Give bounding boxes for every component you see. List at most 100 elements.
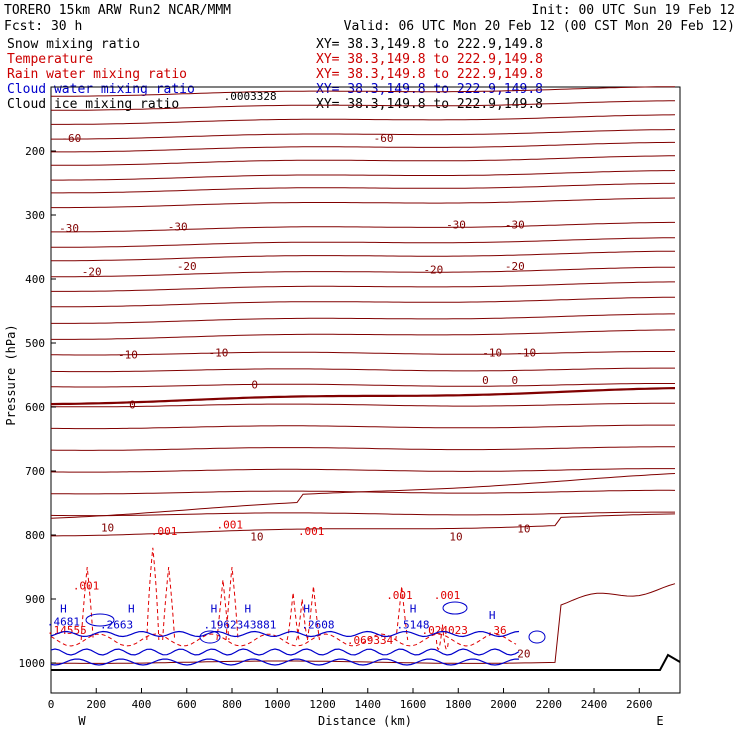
x-tick-label: 0 xyxy=(48,698,55,711)
isotherm-line xyxy=(51,170,676,181)
isotherm-label: 10 xyxy=(101,521,114,534)
cloud-water-label: H xyxy=(211,603,218,616)
rain-label: .001 xyxy=(434,589,461,602)
isotherm-label: -60 xyxy=(61,132,81,145)
legend-field-name: Temperature xyxy=(7,52,93,67)
x-tick-label: 400 xyxy=(132,698,152,711)
isotherm-label: -10 xyxy=(118,349,138,362)
isotherm-line xyxy=(51,141,675,153)
x-tick-label: 2000 xyxy=(490,698,517,711)
west-end-label: W xyxy=(78,714,86,728)
rain-contour xyxy=(306,586,320,641)
legend-field-domain: XY= 38.3,149.8 to 222.9,149.8 xyxy=(316,97,543,112)
east-end-label: E xyxy=(656,714,663,728)
legend-field-name: Cloud water mixing ratio xyxy=(7,82,195,97)
x-tick-label: 1400 xyxy=(355,698,382,711)
y-tick-label: 400 xyxy=(25,273,45,286)
rain-contour xyxy=(146,547,160,641)
rain-label: .001 xyxy=(298,525,325,538)
x-axis-title: Distance (km) xyxy=(318,714,412,728)
isotherm-line xyxy=(50,446,675,451)
cloud-water-contour xyxy=(50,630,520,638)
cloud-water-label: .5148 xyxy=(396,619,429,632)
isotherm-line xyxy=(51,100,675,111)
cloud-water-label: H xyxy=(60,603,67,616)
header-valid-time: Valid: 06 UTC Mon 20 Feb 12 (00 CST Mon … xyxy=(344,19,735,34)
snow-label: .0003328 xyxy=(224,90,277,103)
rain-contour xyxy=(286,592,300,641)
header-forecast-hour: Fcst: 30 h xyxy=(4,19,82,34)
plot-area: -60 -60 -30 -30 -30 -30 -20 -20 -20 -20 -10 -10 -10 -… xyxy=(19,86,681,711)
isotherm-line xyxy=(51,221,675,233)
isotherm-label: -60 xyxy=(374,132,394,145)
y-tick-label: 700 xyxy=(25,465,45,478)
isotherm-label: 10 xyxy=(250,530,263,543)
isotherm-line xyxy=(50,511,675,517)
rain-contour xyxy=(395,586,409,641)
isotherm-line xyxy=(51,513,676,537)
isotherm-line xyxy=(50,468,675,473)
isotherm-label: -30 xyxy=(446,219,466,232)
isotherm-label: -10 xyxy=(516,347,536,360)
isotherm-line xyxy=(51,296,676,308)
y-tick-label: 500 xyxy=(25,337,45,350)
isotherm-line xyxy=(51,351,675,356)
cloud-water-contour xyxy=(50,648,520,656)
isotherm-line xyxy=(51,155,675,166)
x-tick-label: 1600 xyxy=(400,698,427,711)
isotherm-label: 0 xyxy=(512,374,519,387)
isotherm-label: 20 xyxy=(517,647,530,660)
isotherm-label: -20 xyxy=(423,263,443,276)
cloud-water-label: H xyxy=(245,603,252,616)
rain-contour xyxy=(435,624,449,650)
freezing-level-line xyxy=(50,387,676,406)
isotherm-label: 0 xyxy=(482,374,489,387)
x-tick-label: 200 xyxy=(86,698,106,711)
rain-label: .069334 xyxy=(347,634,394,647)
y-tick-label: 800 xyxy=(25,529,45,542)
header-init-time: Init: 00 UTC Sun 19 Feb 12 xyxy=(532,3,736,18)
header-model-line: TORERO 15km ARW Run2 NCAR/MMM xyxy=(4,3,231,18)
legend-field-name: Rain water mixing ratio xyxy=(7,67,187,82)
isotherm-label: 0 xyxy=(251,379,258,392)
field-legend: Snow mixing ratio XY= 38.3,149.8 to 222.9… xyxy=(7,37,543,112)
isotherm-label: 10 xyxy=(449,530,462,543)
cloud-water-cell xyxy=(85,613,115,627)
y-tick-label: 900 xyxy=(25,593,45,606)
cloud-water-label: .2663 xyxy=(100,619,133,632)
isotherm-line xyxy=(51,266,675,278)
isotherm-label: -20 xyxy=(505,260,525,273)
rain-contour xyxy=(80,566,94,641)
isotherm-line xyxy=(50,583,676,664)
isotherm-line xyxy=(51,250,675,262)
isotherm-label: -10 xyxy=(482,347,502,360)
x-tick-label: 1000 xyxy=(264,698,291,711)
x-tick-label: 2200 xyxy=(536,698,563,711)
rain-contour xyxy=(216,579,230,641)
isotherm-label: 0 xyxy=(129,398,136,411)
isotherm-line xyxy=(50,473,676,519)
y-axis-title: Pressure (hPa) xyxy=(4,324,18,425)
legend-field-name: Snow mixing ratio xyxy=(7,37,140,52)
ground-surface-line xyxy=(51,653,681,671)
isotherm-label: -20 xyxy=(177,260,197,273)
legend-field-domain: XY= 38.3,149.8 to 222.9,149.8 xyxy=(316,67,543,82)
y-tick-label: 600 xyxy=(25,401,45,414)
x-tick-label: 600 xyxy=(177,698,197,711)
isotherm-line xyxy=(51,129,675,140)
legend-field-domain: XY= 38.3,149.8 to 222.9,149.8 xyxy=(316,82,543,97)
isotherm-line xyxy=(51,383,675,388)
rain-label: .001 xyxy=(386,589,413,602)
rain-label: .001 xyxy=(216,519,243,532)
x-tick-label: 2600 xyxy=(626,698,653,711)
isotherm-line xyxy=(51,329,675,340)
cloud-water-label: H xyxy=(410,603,417,616)
isotherm-line xyxy=(51,237,676,248)
isotherm-line xyxy=(51,114,676,125)
cloud-water-cell xyxy=(528,630,546,644)
cloud-water-label: H xyxy=(303,603,310,616)
legend-field-name: Cloud ice mixing ratio xyxy=(7,97,179,112)
x-tick-label: 1200 xyxy=(309,698,336,711)
